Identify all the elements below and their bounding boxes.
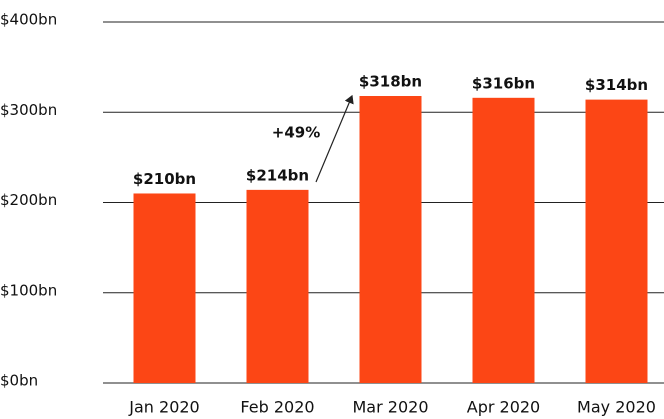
value-label: $210bn [133,170,196,188]
x-tick-label: Apr 2020 [467,398,540,417]
annotation-arrow [315,94,354,183]
x-tick-label: Mar 2020 [353,398,429,417]
bar [246,189,309,383]
bar [133,193,196,383]
bar [585,99,648,384]
value-label: $318bn [359,73,422,91]
x-tick-label: Feb 2020 [240,398,314,417]
y-tick-label: $0bn [0,372,38,390]
value-label: $316bn [472,74,535,92]
y-tick-label: $100bn [0,281,57,299]
value-label: $214bn [246,166,309,184]
bar [472,97,535,383]
y-tick-label: $300bn [0,101,57,119]
annotation: +49% [272,124,320,142]
x-tick-label: Jan 2020 [128,398,199,417]
bar [359,96,422,383]
value-label: $314bn [585,76,648,94]
y-tick-label: $400bn [0,11,57,29]
x-tick-label: May 2020 [577,398,656,417]
y-tick-label: $200bn [0,191,57,209]
